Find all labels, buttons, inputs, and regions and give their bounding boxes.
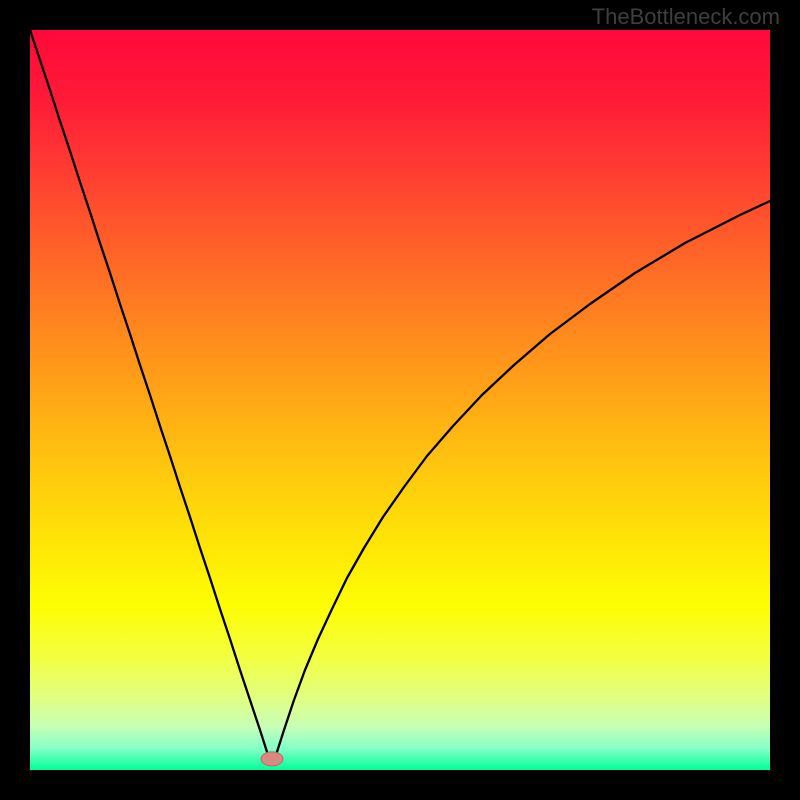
chart-container: TheBottleneck.com bbox=[0, 0, 800, 800]
bottleneck-curve bbox=[30, 30, 770, 765]
watermark-text: TheBottleneck.com bbox=[592, 4, 780, 30]
minimum-marker bbox=[261, 752, 283, 766]
plot-area bbox=[30, 30, 770, 770]
curve-layer bbox=[30, 30, 770, 770]
